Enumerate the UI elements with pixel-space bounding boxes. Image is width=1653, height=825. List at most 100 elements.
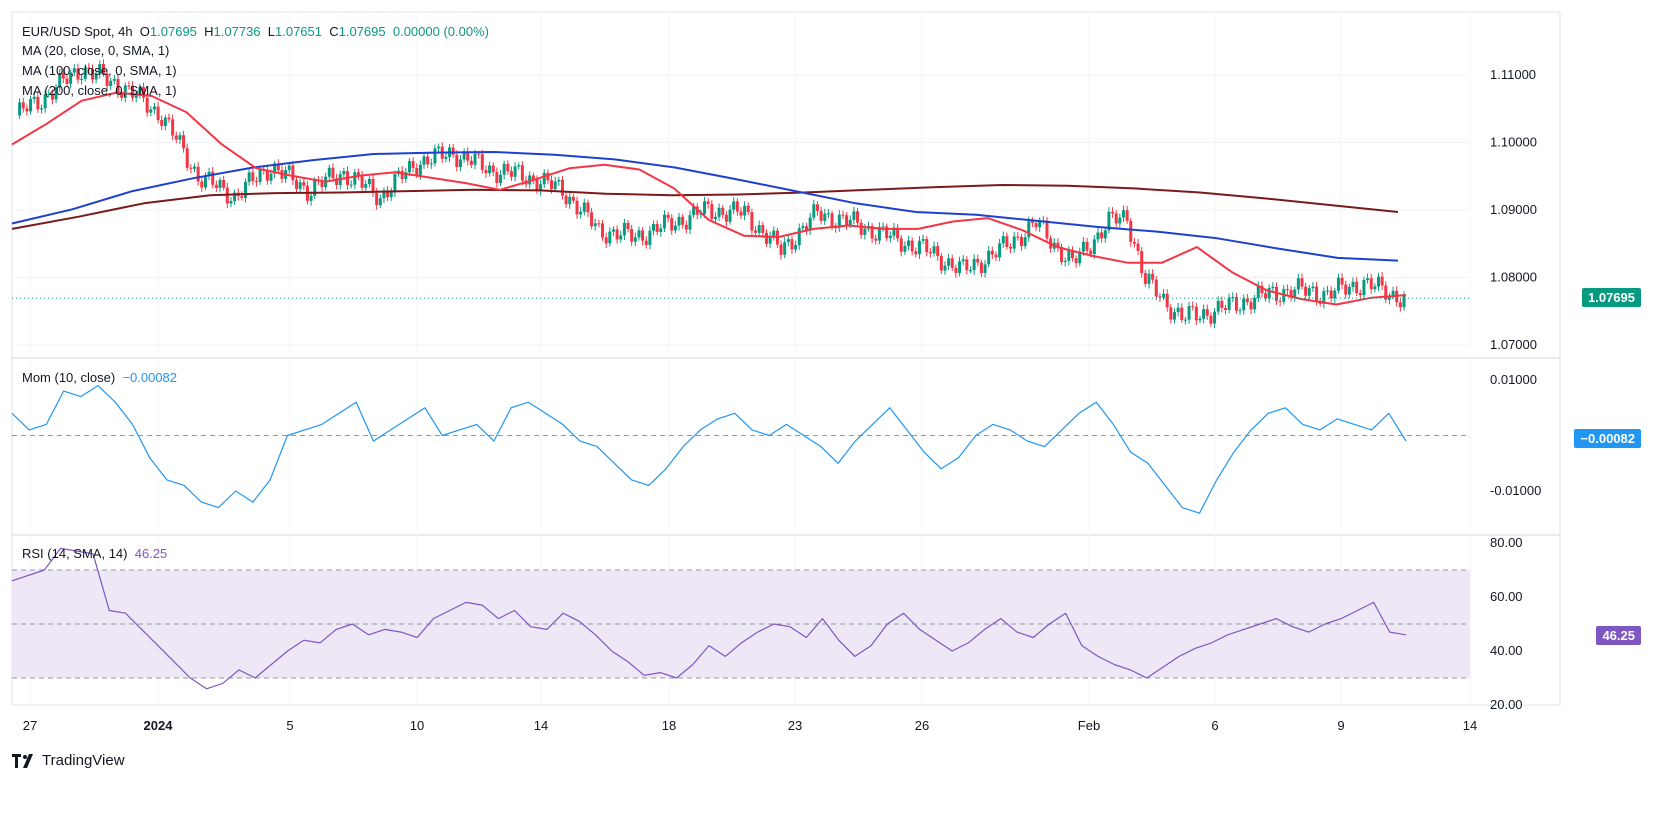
candle-body [1311,286,1315,289]
candle-body [517,165,521,167]
candle-body [251,172,255,182]
candle-body [630,228,634,242]
candle [826,209,830,219]
candle-body [462,151,466,160]
candle-body [233,192,237,202]
candle-body [335,178,339,186]
candle-body [735,201,739,212]
candle [1070,246,1074,262]
candle [1198,315,1202,324]
candle-body [859,222,863,235]
candle [1234,292,1238,315]
candle-body [728,209,732,222]
momentum-tick-label: 0.01000 [1490,372,1537,387]
candle-body [61,73,65,79]
candle-body [313,180,317,196]
candle [1227,293,1231,314]
candle-body [120,93,124,98]
candle-body [222,179,226,188]
candle-body [407,161,411,173]
candle [990,246,994,260]
candle [528,171,532,189]
candle-body [375,192,379,206]
candle [18,98,22,119]
candle [1231,292,1235,303]
candle-body [1238,310,1242,312]
candle [1034,220,1038,231]
candle-body [899,238,903,252]
candle [371,174,375,198]
candle [1216,296,1220,315]
candle-body [160,120,164,126]
candle-body [72,68,76,73]
candle-body [1387,295,1391,300]
candle-body [1205,309,1209,316]
candle [1103,227,1107,243]
ma200-legend[interactable]: MA (200, close, 0, SMA, 1) [22,83,177,98]
candle-body [131,85,135,98]
candle [896,223,900,242]
candle-body [550,180,554,190]
momentum-legend[interactable]: Mom (10, close) −0.00082 [22,370,177,385]
time-tick-label: 18 [662,718,676,733]
candle [1253,294,1257,313]
candle [928,248,932,258]
candle-body [1369,278,1373,290]
ma20-legend[interactable]: MA (20, close, 0, SMA, 1) [22,43,170,58]
candle-body [571,196,575,201]
candle [83,64,87,82]
candle-body [1315,286,1319,301]
rsi-tick-label: 20.00 [1490,697,1523,712]
candle [735,198,739,216]
candle-body [171,119,175,136]
candle-body [1398,302,1402,308]
candle [167,113,171,123]
candle [382,187,386,203]
candle-body [994,254,998,258]
candle [655,220,659,236]
rsi-tick-label: 80.00 [1490,535,1523,550]
candle-body [553,181,557,190]
candle [360,170,364,191]
candle [462,148,466,163]
candle [200,176,204,192]
candle-body [666,214,670,219]
candle [251,167,255,185]
candle-body [863,228,867,235]
candle [590,207,594,230]
rsi-legend[interactable]: RSI (14, SMA, 14) 46.25 [22,546,167,561]
candle-body [1070,250,1074,259]
candle-body [870,226,874,239]
candle [1202,304,1206,324]
candle [1194,302,1198,326]
candle [1147,269,1151,289]
candle [1121,205,1125,223]
time-tick-label: 10 [410,718,424,733]
ma100-legend[interactable]: MA (100, close, 0, SMA, 1) [22,63,177,78]
candle-body [925,239,929,253]
candle-body [794,245,798,250]
candle-body [1336,277,1340,291]
candle [542,169,546,189]
candle-body [1340,277,1344,285]
candle [921,234,925,245]
candle-body [1296,278,1300,290]
candle-body [1227,297,1231,310]
candle [983,260,987,278]
candle [327,164,331,182]
symbol-title: EUR/USD Spot, 4h [22,24,133,39]
time-tick-label: 9 [1337,718,1344,733]
candle-body [845,215,849,226]
candle-body [601,223,605,238]
candle [681,213,685,229]
candle-body [1067,250,1071,261]
candle-body [1333,290,1337,299]
tradingview-logo[interactable]: TradingView [12,752,125,769]
candle-body [466,151,470,161]
candle-body [1154,279,1158,297]
candle-body [40,108,44,110]
candle [721,204,725,219]
candle [987,246,991,268]
candle-body [1111,211,1115,214]
candle [145,93,149,117]
